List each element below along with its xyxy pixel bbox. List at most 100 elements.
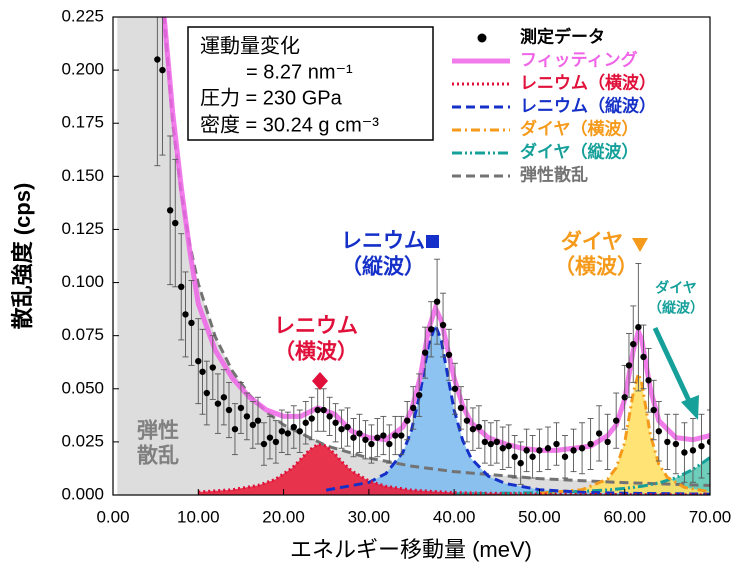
data-point	[689, 447, 697, 454]
data-point	[178, 283, 185, 291]
area	[198, 444, 710, 495]
arrow	[652, 326, 693, 405]
y-tick-label: 0.025	[61, 431, 104, 450]
data-point	[544, 445, 552, 452]
data-point	[326, 413, 333, 420]
data-point	[621, 394, 628, 401]
data-point	[243, 413, 251, 420]
data-point	[630, 340, 637, 348]
data-point	[681, 449, 688, 456]
annotation: （縦波）	[648, 300, 704, 316]
data-point	[635, 323, 642, 331]
data-point	[625, 362, 633, 369]
y-tick-label: 0.175	[61, 113, 104, 132]
legend-label: フィッティング	[520, 49, 638, 69]
data-point	[398, 432, 405, 439]
data-point	[356, 430, 363, 437]
info-line: 運動量変化	[200, 34, 300, 57]
axes: 0.00 10.00 20.00 30.00 40.00 50.00 60.00 70.00 0…	[61, 6, 731, 526]
legend-label: 弾性散乱	[520, 164, 588, 184]
area	[539, 373, 710, 495]
data-point	[493, 438, 500, 446]
data-point	[706, 438, 710, 446]
legend-label: レニウム（縦波）	[520, 95, 656, 115]
annotation: レニウム	[274, 315, 358, 338]
data-point	[188, 319, 195, 327]
area	[326, 325, 710, 495]
y-tick-label: 0.050	[61, 378, 104, 397]
data-point	[332, 419, 339, 426]
y-tick-label: 0.200	[61, 60, 104, 79]
data-point	[314, 406, 321, 414]
y-tick-label: 0.150	[61, 166, 104, 185]
marker-triangle	[632, 238, 648, 252]
legend-symbol	[477, 33, 487, 43]
data-point	[410, 404, 417, 412]
data-point	[463, 417, 471, 424]
data-point	[523, 447, 530, 454]
data-point	[199, 368, 206, 375]
annotation: ダイヤ	[655, 280, 697, 296]
data-point	[166, 207, 174, 214]
data-point	[209, 364, 216, 371]
data-point	[475, 423, 483, 431]
x-tick-label: 50.00	[518, 507, 561, 526]
data-point	[612, 417, 620, 424]
data-point	[172, 219, 179, 227]
y-tick-label: 0.000	[61, 484, 104, 503]
data-point	[536, 447, 543, 454]
data-point	[672, 440, 680, 448]
legend-label: レニウム（横波）	[520, 72, 656, 92]
annotation: （横波）	[554, 255, 638, 279]
data-point	[203, 389, 211, 397]
data-point	[154, 56, 161, 63]
data-point	[404, 417, 411, 424]
data-point	[517, 459, 524, 467]
data-point	[578, 445, 586, 452]
data-point	[511, 453, 518, 460]
info-line: = 8.27 nm⁻¹	[246, 61, 353, 83]
data-point	[380, 432, 387, 439]
data-point	[415, 391, 423, 399]
data-point	[505, 442, 512, 450]
data-point	[650, 406, 657, 414]
x-tick-label: 70.00	[689, 507, 732, 526]
data-point	[290, 423, 298, 431]
legend-label: ダイヤ（縦波）	[520, 141, 639, 161]
x-axis-title: エネルギー移動量 (meV)	[290, 537, 532, 562]
data-point	[182, 311, 189, 318]
data-point	[195, 357, 202, 365]
plot-frame	[112, 16, 711, 496]
y-tick-label: 0.125	[61, 219, 104, 238]
x-tick-label: 40.00	[433, 507, 476, 526]
curve	[539, 369, 710, 495]
data-point	[344, 423, 351, 431]
data-point	[499, 445, 506, 452]
data-point	[159, 66, 166, 74]
x-tick-label: 20.00	[262, 507, 305, 526]
y-tick-label: 0.225	[61, 6, 104, 25]
info-line: 密度 = 30.24 g cm⁻³	[200, 113, 379, 136]
marker-square	[426, 235, 439, 248]
y-axis-title: 散乱強度 (cps)	[10, 183, 35, 330]
data-point	[664, 438, 671, 446]
data-point	[421, 349, 429, 356]
point-layer	[154, 17, 710, 485]
info-line: 圧力 = 230 GPa	[200, 86, 343, 109]
data-point	[481, 438, 489, 446]
x-tick-label: 0.00	[96, 507, 129, 526]
curve	[162, 17, 710, 487]
data-point	[302, 419, 309, 426]
data-point	[266, 434, 274, 441]
data-point	[284, 430, 292, 437]
info-box	[187, 26, 434, 141]
data-point	[260, 440, 268, 448]
data-point	[433, 298, 441, 305]
data-point	[249, 421, 257, 429]
x-tick-label: 30.00	[348, 507, 391, 526]
data-point	[368, 440, 375, 448]
y-tick-label: 0.075	[61, 325, 104, 344]
annotation: （縦波）	[341, 255, 425, 279]
data-point	[296, 428, 303, 435]
